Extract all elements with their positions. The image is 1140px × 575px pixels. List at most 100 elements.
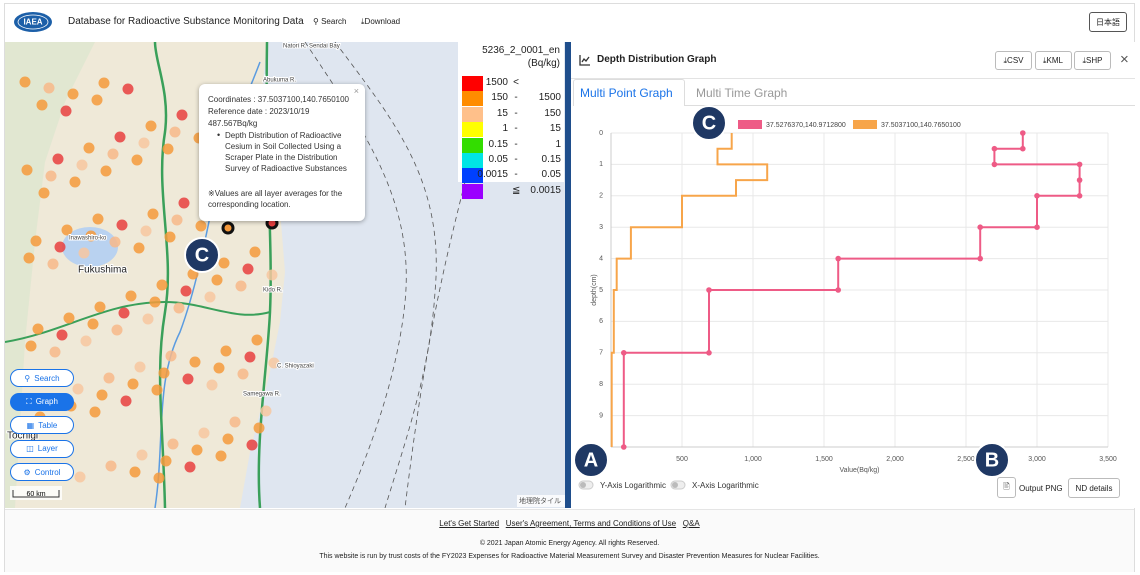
legend-high: 1 bbox=[555, 138, 561, 150]
map-control-button[interactable]: ⛶ Graph bbox=[10, 392, 74, 411]
map-dot bbox=[198, 427, 210, 439]
map-dot bbox=[91, 94, 103, 106]
map-control-button[interactable]: ▦ Table bbox=[10, 416, 74, 434]
export-label[interactable]: KML bbox=[1046, 56, 1063, 65]
output-png[interactable]: Output PNG bbox=[1019, 484, 1063, 493]
tab-active[interactable] bbox=[573, 79, 685, 106]
legend-low: 0.0015 bbox=[477, 169, 508, 181]
map-dot bbox=[83, 142, 95, 154]
map-dot bbox=[103, 372, 115, 384]
map-dot bbox=[109, 236, 121, 248]
logo-text: IAEA bbox=[23, 18, 42, 27]
graph-panel: Depth Distribution Graph ⤓ CSV ⤓ KML ⤓ SHP × … bbox=[565, 42, 1135, 508]
y-tick-label: 4 bbox=[599, 255, 603, 262]
map-dot bbox=[136, 449, 148, 461]
scale-label: 60 km bbox=[26, 491, 45, 498]
map-dot bbox=[100, 165, 112, 177]
footer-link[interactable]: Let's Get Started bbox=[439, 519, 500, 528]
x-axis-label: Value(Bq/kg) bbox=[840, 467, 880, 474]
map-control-button[interactable]: ◫ Layer bbox=[10, 439, 74, 458]
data-point bbox=[1034, 193, 1040, 199]
export-button[interactable]: ⤓ SHP bbox=[1074, 51, 1111, 70]
search-text[interactable]: Search bbox=[321, 17, 347, 26]
map-dot bbox=[61, 224, 73, 236]
map-label: Inawashiro-ko bbox=[69, 236, 107, 242]
control-icon: ⛶ bbox=[26, 396, 32, 406]
control-label[interactable]: Layer bbox=[37, 444, 58, 453]
toggle-knob[interactable] bbox=[580, 482, 586, 488]
toggle-label[interactable]: Y-Axis Logarithmic bbox=[600, 481, 666, 490]
language-button[interactable]: 日本語 bbox=[1089, 12, 1127, 32]
map-label: Kido R. bbox=[263, 288, 283, 294]
toggle-label[interactable]: X-Axis Logarithmic bbox=[692, 481, 759, 490]
legend-row: 0.0015- 0.05 bbox=[458, 168, 564, 184]
tab-label[interactable]: Multi Point Graph bbox=[580, 86, 673, 100]
map-label: C. Shioyazaki bbox=[277, 364, 314, 370]
export-button[interactable]: ⤓ KML bbox=[1034, 51, 1072, 70]
map-label: Sendai Bay bbox=[309, 44, 340, 50]
y-tick-label: 9 bbox=[599, 412, 603, 419]
control-icon: ▦ bbox=[26, 420, 35, 430]
map-dot bbox=[111, 324, 123, 336]
legend-swatch bbox=[462, 91, 483, 107]
tab-label[interactable]: Multi Time Graph bbox=[696, 86, 788, 100]
map-dot bbox=[60, 105, 72, 117]
legend-swatch bbox=[738, 120, 762, 129]
bullet-dot: • bbox=[217, 130, 221, 140]
panel-close[interactable]: × bbox=[1120, 51, 1129, 68]
footer-link[interactable]: User's Agreement, Terms and Conditions o… bbox=[505, 519, 677, 528]
footer-links: Let's Get Started User's Agreement, Term… bbox=[5, 519, 1134, 528]
footer-link[interactable]: Q&A bbox=[682, 519, 700, 528]
y-axis-label: depth(cm) bbox=[591, 274, 598, 306]
map-dot bbox=[167, 438, 179, 450]
map-dot bbox=[151, 384, 163, 396]
selected-point bbox=[221, 221, 235, 235]
legend-row: 1500 < bbox=[458, 76, 564, 91]
export-label[interactable]: CSV bbox=[1007, 56, 1024, 65]
x-tick-label: 2,500 bbox=[957, 456, 975, 463]
search-link[interactable]: ⚲ Search bbox=[313, 17, 347, 26]
map-dot bbox=[173, 302, 185, 314]
map-dot bbox=[54, 241, 66, 253]
legend-unit: (Bq/kg) bbox=[527, 58, 560, 69]
map-control-button[interactable]: ⚲ Search bbox=[10, 369, 74, 387]
control-icon: ⚲ bbox=[24, 373, 31, 383]
map-dot bbox=[268, 357, 280, 369]
map-dot bbox=[195, 220, 207, 232]
legend-swatch bbox=[462, 183, 483, 199]
export-icon: ⤓ bbox=[1043, 55, 1047, 65]
nd-details-button[interactable]: ND details bbox=[1068, 478, 1120, 498]
map-control-button[interactable]: ⚙ Control bbox=[10, 463, 74, 481]
map-dot bbox=[237, 368, 249, 380]
popup-close[interactable]: × bbox=[353, 86, 359, 96]
control-label[interactable]: Search bbox=[34, 373, 60, 383]
y-tick-label: 5 bbox=[599, 287, 603, 294]
map-dot bbox=[120, 395, 132, 407]
map-label: Natori R. bbox=[283, 44, 307, 50]
data-point bbox=[706, 287, 712, 293]
map-dot bbox=[43, 82, 55, 94]
export-label[interactable]: SHP bbox=[1086, 56, 1103, 65]
control-label[interactable]: Graph bbox=[35, 397, 58, 406]
export-button[interactable]: ⤓ CSV bbox=[995, 51, 1032, 70]
map-dot bbox=[89, 406, 101, 418]
map-dot bbox=[69, 176, 81, 188]
lake bbox=[62, 227, 118, 267]
download-text[interactable]: Download bbox=[364, 17, 401, 26]
control-label[interactable]: Table bbox=[38, 420, 58, 430]
boundary bbox=[334, 42, 437, 508]
map-dot bbox=[87, 318, 99, 330]
png-icon-button[interactable]: 🖹 bbox=[997, 477, 1016, 498]
logo[interactable]: IAEA bbox=[13, 11, 53, 33]
legend-swatch bbox=[462, 168, 483, 184]
legend-row: 0.15- 1 bbox=[458, 137, 564, 153]
x-tick-label: 1,000 bbox=[744, 456, 762, 463]
y-tick-label: 8 bbox=[599, 381, 603, 388]
legend-high: 0.15 bbox=[541, 154, 561, 165]
series-line bbox=[610, 133, 769, 447]
toggle-knob[interactable] bbox=[672, 482, 678, 488]
control-label[interactable]: Control bbox=[34, 467, 61, 477]
download-link[interactable]: ⤓Download bbox=[361, 17, 401, 26]
map-dot bbox=[244, 351, 256, 363]
